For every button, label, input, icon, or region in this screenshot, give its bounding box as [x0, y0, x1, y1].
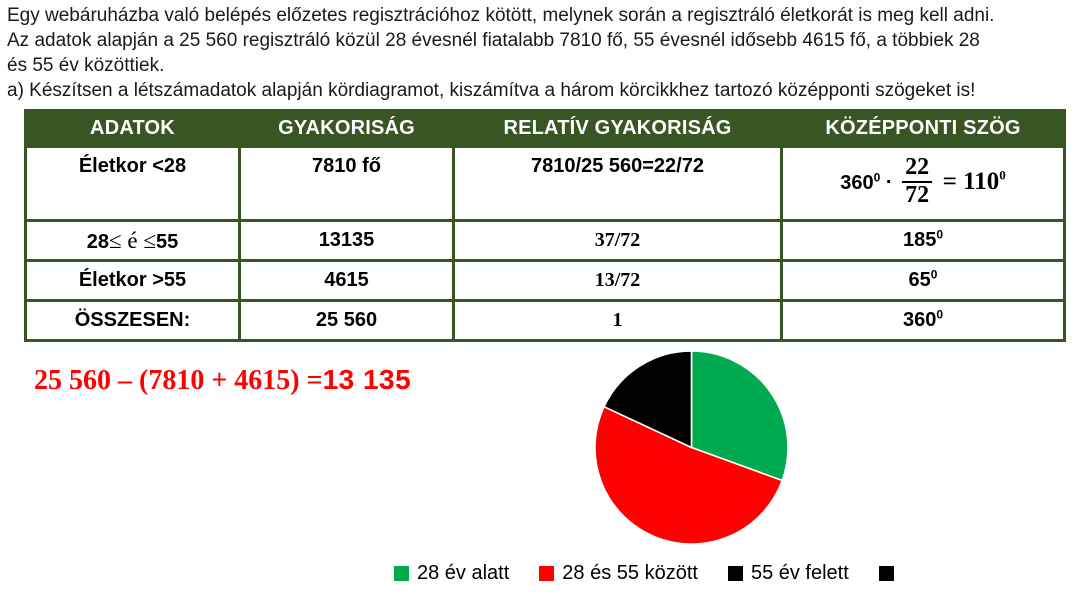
relative-frequency-value: 13/72: [452, 259, 783, 302]
legend-label: 55 év felett: [750, 562, 849, 584]
central-angle-value: 1850: [780, 219, 1066, 262]
problem-line-3: és 55 év közöttiek.: [7, 55, 165, 76]
row-label: Életkor >55: [24, 259, 241, 302]
central-angle-formula: 3600 · 22 72 = 1100: [780, 145, 1066, 222]
row-label: ÖSSZESEN:: [24, 299, 241, 342]
angle-result: = 1100: [942, 167, 1006, 195]
problem-line-4: a) Készítsen a létszámadatok alapján kör…: [7, 80, 976, 101]
legend-swatch-icon: [727, 566, 743, 581]
multiply-dot: ·: [885, 171, 893, 194]
relative-frequency-value: 7810/25 560=22/72: [452, 145, 783, 222]
col-header-gyakorisag: GYAKORISÁG: [238, 109, 455, 148]
fraction: 22 72: [902, 154, 933, 208]
fraction-denominator: 72: [902, 180, 933, 208]
legend-label: 28 és 55 között: [562, 562, 698, 584]
col-header-relativ-gyakorisag: RELATÍV GYAKORISÁG: [452, 109, 783, 148]
legend-item: 28 év alatt: [394, 562, 509, 585]
col-header-kozepponti-szog: KÖZÉPPONTI SZÖG: [780, 109, 1066, 148]
legend-swatch-icon: [539, 566, 555, 581]
calculation-result: 13 135: [322, 364, 412, 395]
row-label: Életkor <28: [24, 145, 241, 222]
frequency-value: 4615: [238, 259, 455, 302]
pie-chart-svg: [594, 350, 789, 545]
pie-chart: [592, 348, 791, 547]
central-angle-value: 3600: [780, 299, 1066, 342]
problem-line-1: Egy webáruházba való belépés előzetes re…: [7, 5, 995, 26]
pie-slice-2: [594, 405, 783, 545]
frequency-table: ADATOK GYAKORISÁG RELATÍV GYAKORISÁG KÖZ…: [24, 109, 1066, 342]
legend-swatch-icon: [394, 566, 409, 581]
calculation-expression: 25 560 – (7810 + 4615) =: [34, 365, 323, 396]
chart-legend: 28 év alatt 28 és 55 között 55 év felett: [394, 562, 894, 585]
frequency-value: 25 560: [238, 299, 455, 342]
table-row-under-28: Életkor <28 7810 fő 7810/25 560=22/72 36…: [24, 145, 1066, 222]
central-angle-value: 650: [780, 259, 1066, 302]
table-row-total: ÖSSZESEN: 25 560 1 3600: [24, 299, 1066, 342]
frequency-value: 7810 fő: [238, 145, 455, 222]
problem-line-2: Az adatok alapján a 25 560 regisztráló k…: [7, 30, 980, 51]
calculation-formula: 25 560 – (7810 + 4615) =13 135: [34, 364, 411, 397]
relative-frequency-value: 37/72: [452, 219, 783, 262]
legend-item: 28 és 55 között: [539, 562, 698, 585]
legend-swatch-icon: [878, 566, 894, 581]
legend-item: 55 év felett: [727, 562, 849, 585]
pie-slice-3: [603, 350, 693, 449]
table-row-28-to-55: 28≤ é ≤55 13135 37/72 1850: [24, 219, 1066, 262]
table-row-over-55: Életkor >55 4615 13/72 650: [24, 259, 1066, 302]
problem-statement: Egy webáruházba való belépés előzetes re…: [7, 3, 994, 103]
legend-label: 28 év alatt: [417, 562, 510, 584]
pie-slice-1: [690, 350, 789, 482]
relative-frequency-value: 1: [452, 299, 783, 342]
legend-item: [878, 566, 894, 581]
table-header-row: ADATOK GYAKORISÁG RELATÍV GYAKORISÁG KÖZ…: [24, 109, 1066, 148]
fraction-numerator: 22: [905, 154, 930, 181]
frequency-value-highlighted: 13135: [238, 219, 455, 262]
row-label: 28≤ é ≤55: [24, 219, 241, 262]
angle-factor: 3600: [840, 170, 881, 194]
col-header-adatok: ADATOK: [24, 109, 241, 148]
